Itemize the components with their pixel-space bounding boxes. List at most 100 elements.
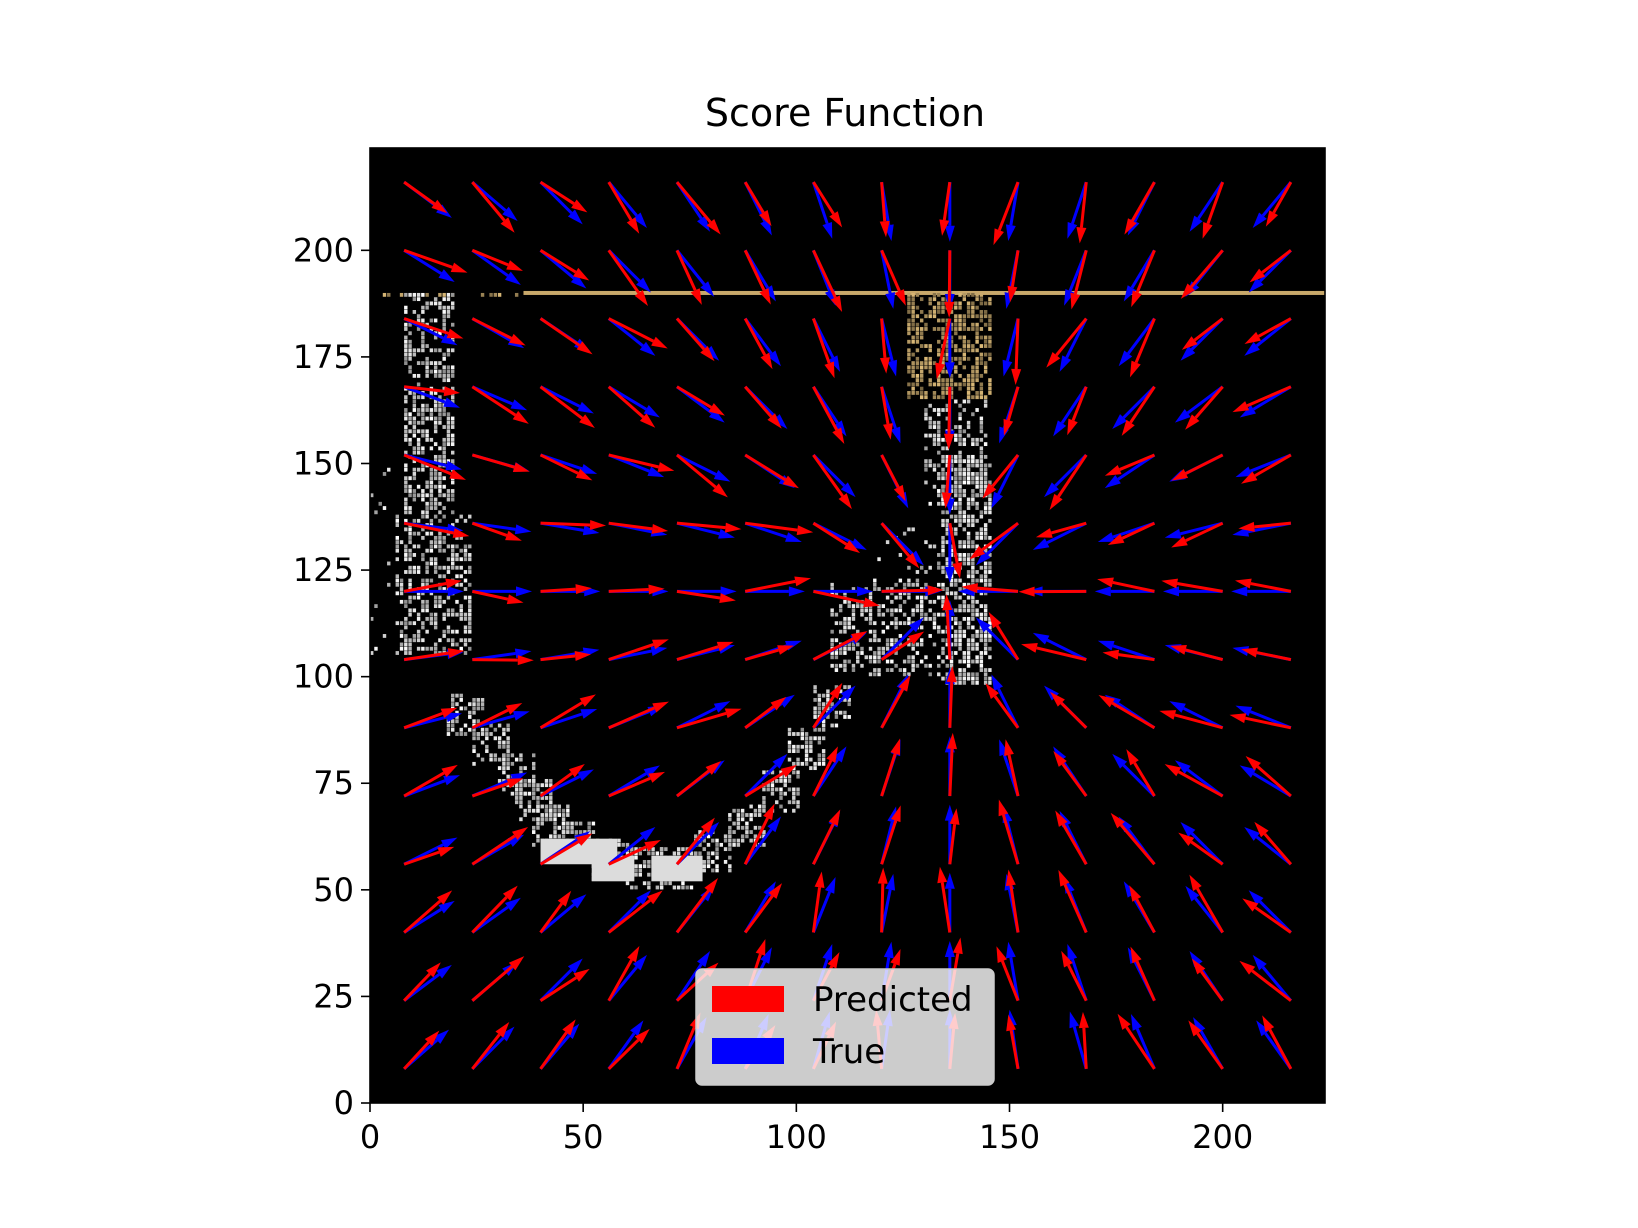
overlay-pixel xyxy=(864,655,868,660)
overlay-pixel xyxy=(412,565,417,570)
overlay-pixel xyxy=(962,680,967,685)
overlay-pixel xyxy=(804,753,809,758)
overlay-pixel xyxy=(937,429,941,434)
overlay-pixel xyxy=(941,510,945,515)
overlay-pixel xyxy=(945,416,949,421)
overlay-pixel xyxy=(919,395,924,400)
overlay-pixel xyxy=(979,535,984,540)
overlay-pixel xyxy=(958,480,962,485)
overlay-pixel xyxy=(416,297,421,302)
overlay-pixel xyxy=(779,787,783,792)
overlay-pixel xyxy=(954,472,958,476)
overlay-pixel xyxy=(958,425,962,429)
true-arrow xyxy=(975,617,1020,661)
overlay-pixel xyxy=(416,292,421,297)
overlay-pixel xyxy=(532,778,536,783)
overlay-pixel xyxy=(804,732,809,736)
overlay-pixel xyxy=(433,497,438,502)
overlay-pixel xyxy=(817,710,822,715)
overlay-pixel xyxy=(728,864,732,869)
overlay-pixel xyxy=(404,638,408,643)
overlay-pixel xyxy=(566,808,570,813)
overlay-pixel xyxy=(591,821,596,826)
overlay-pixel xyxy=(570,825,574,830)
predicted-arrow xyxy=(812,454,852,510)
overlay-pixel xyxy=(506,740,510,745)
overlay-pixel xyxy=(890,599,894,604)
overlay-pixel xyxy=(988,565,992,570)
overlay-pixel xyxy=(843,685,847,690)
overlay-pixel xyxy=(915,373,920,378)
overlay-pixel xyxy=(958,514,962,519)
overlay-pixel xyxy=(949,548,954,553)
overlay-pixel xyxy=(451,305,455,310)
overlay-pixel xyxy=(877,646,881,651)
overlay-pixel xyxy=(851,604,856,609)
overlay-pixel xyxy=(792,787,796,792)
overlay-pixel xyxy=(907,356,911,361)
predicted-arrow xyxy=(403,962,441,1002)
true-arrow xyxy=(813,586,874,597)
overlay-pixel xyxy=(421,489,425,493)
overlay-pixel xyxy=(664,847,668,852)
overlay-pixel xyxy=(468,514,472,519)
overlay-pixel xyxy=(506,757,510,762)
overlay-pixel xyxy=(642,859,647,864)
overlay-pixel xyxy=(924,616,928,621)
overlay-pixel xyxy=(438,510,442,515)
overlay-pixel xyxy=(941,544,945,549)
overlay-pixel xyxy=(915,604,920,609)
predicted-arrow xyxy=(1055,810,1088,865)
overlay-pixel xyxy=(468,599,472,604)
overlay-pixel xyxy=(455,599,459,604)
overlay-pixel xyxy=(971,540,975,545)
overlay-pixel xyxy=(962,493,967,498)
overlay-pixel xyxy=(945,386,949,391)
overlay-pixel xyxy=(902,668,907,672)
true-arrow xyxy=(1118,317,1156,367)
overlay-pixel xyxy=(975,327,979,331)
overlay-pixel xyxy=(374,646,378,651)
overlay-pixel xyxy=(928,501,932,506)
overlay-pixel xyxy=(979,373,984,378)
overlay-pixel xyxy=(404,429,408,434)
overlay-pixel xyxy=(762,830,766,834)
overlay-pixel xyxy=(838,663,843,668)
overlay-pixel xyxy=(983,646,988,651)
overlay-pixel xyxy=(425,501,429,506)
overlay-pixel xyxy=(451,693,455,698)
overlay-pixel xyxy=(749,813,753,817)
overlay-pixel xyxy=(796,791,800,796)
overlay-pixel xyxy=(446,625,451,630)
predicted-arrow xyxy=(539,453,593,481)
overlay-pixel xyxy=(757,804,762,809)
predicted-arrow xyxy=(1005,869,1020,933)
overlay-pixel xyxy=(651,847,655,852)
overlay-pixel xyxy=(404,599,408,604)
overlay-pixel xyxy=(958,318,962,323)
overlay-pixel xyxy=(924,582,928,587)
overlay-pixel xyxy=(937,501,941,506)
overlay-pixel xyxy=(911,646,915,651)
overlay-pixel xyxy=(907,327,911,331)
overlay-pixel xyxy=(958,348,962,353)
overlay-pixel xyxy=(655,851,660,856)
overlay-pixel xyxy=(988,680,992,685)
overlay-pixel xyxy=(404,352,408,357)
overlay-pixel xyxy=(975,395,979,400)
overlay-pixel xyxy=(787,800,792,805)
overlay-pixel xyxy=(404,335,408,340)
overlay-pixel xyxy=(966,574,971,579)
overlay-pixel xyxy=(762,796,766,800)
overlay-pixel xyxy=(485,727,489,732)
overlay-pixel xyxy=(907,292,911,297)
overlay-pixel xyxy=(856,655,860,660)
predicted-arrow xyxy=(676,641,734,662)
overlay-pixel xyxy=(898,553,903,557)
overlay-pixel xyxy=(506,774,510,779)
overlay-pixel xyxy=(421,527,425,532)
overlay-pixel xyxy=(408,621,412,626)
overlay-pixel xyxy=(421,646,425,651)
overlay-pixel xyxy=(429,544,434,549)
overlay-pixel xyxy=(463,629,468,634)
